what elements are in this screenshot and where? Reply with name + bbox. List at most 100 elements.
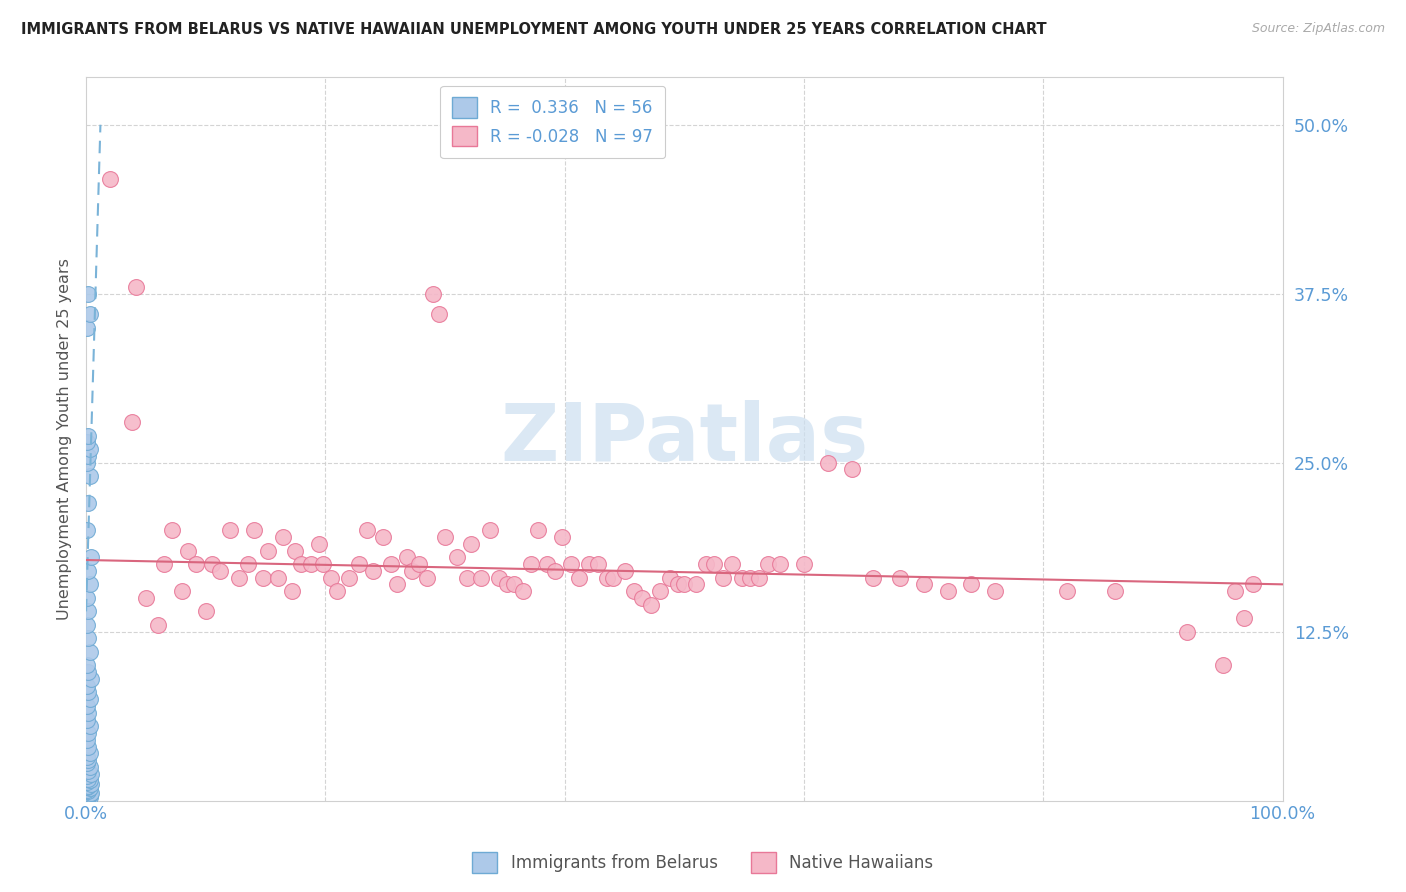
Point xyxy=(76,788,98,802)
Point xyxy=(685,577,707,591)
Point xyxy=(1241,577,1264,591)
Point xyxy=(76,523,98,537)
Y-axis label: Unemployment Among Youth under 25 years: Unemployment Among Youth under 25 years xyxy=(58,258,72,620)
Point xyxy=(236,557,259,571)
Point xyxy=(77,789,100,804)
Point xyxy=(613,564,636,578)
Point xyxy=(841,462,863,476)
Point xyxy=(496,577,519,591)
Point xyxy=(76,782,98,797)
Point xyxy=(889,571,911,585)
Point xyxy=(146,618,169,632)
Legend: R =  0.336   N = 56, R = -0.028   N = 97: R = 0.336 N = 56, R = -0.028 N = 97 xyxy=(440,86,665,158)
Point xyxy=(79,747,101,761)
Point xyxy=(1212,658,1234,673)
Point xyxy=(76,750,98,764)
Point xyxy=(76,698,98,713)
Point xyxy=(427,307,450,321)
Point xyxy=(756,557,779,571)
Point xyxy=(228,571,250,585)
Point xyxy=(551,530,574,544)
Point xyxy=(153,557,176,571)
Point xyxy=(76,713,98,727)
Point xyxy=(135,591,157,605)
Point xyxy=(936,584,959,599)
Point xyxy=(77,779,100,793)
Point xyxy=(77,706,100,720)
Point xyxy=(80,766,103,780)
Point xyxy=(76,679,98,693)
Point xyxy=(77,726,100,740)
Point xyxy=(395,550,418,565)
Point xyxy=(602,571,624,585)
Point xyxy=(79,760,101,774)
Point xyxy=(80,550,103,565)
Point xyxy=(460,537,482,551)
Point xyxy=(201,557,224,571)
Point xyxy=(79,773,101,788)
Point xyxy=(77,685,100,699)
Point xyxy=(284,543,307,558)
Point xyxy=(218,523,240,537)
Point xyxy=(640,598,662,612)
Point xyxy=(984,584,1007,599)
Point xyxy=(80,777,103,791)
Point xyxy=(77,784,100,798)
Text: IMMIGRANTS FROM BELARUS VS NATIVE HAWAIIAN UNEMPLOYMENT AMONG YOUTH UNDER 25 YEA: IMMIGRANTS FROM BELARUS VS NATIVE HAWAII… xyxy=(21,22,1046,37)
Point xyxy=(740,571,762,585)
Point xyxy=(290,557,312,571)
Point xyxy=(98,171,121,186)
Point xyxy=(77,286,100,301)
Point xyxy=(422,286,444,301)
Point xyxy=(666,577,689,591)
Point xyxy=(650,584,672,599)
Point xyxy=(695,557,717,571)
Point xyxy=(1233,611,1256,625)
Point xyxy=(79,781,101,796)
Point xyxy=(299,557,322,571)
Point xyxy=(623,584,645,599)
Point xyxy=(586,557,609,571)
Point xyxy=(769,557,792,571)
Point xyxy=(76,591,98,605)
Point xyxy=(536,557,558,571)
Point xyxy=(434,530,457,544)
Point xyxy=(817,456,839,470)
Point xyxy=(77,665,100,680)
Point xyxy=(76,732,98,747)
Point xyxy=(79,442,101,457)
Point xyxy=(77,632,100,646)
Point xyxy=(520,557,543,571)
Point xyxy=(77,604,100,618)
Point xyxy=(125,280,148,294)
Point xyxy=(703,557,725,571)
Point xyxy=(76,780,98,794)
Point xyxy=(337,571,360,585)
Point xyxy=(209,564,232,578)
Point xyxy=(595,571,617,585)
Point xyxy=(479,523,502,537)
Point xyxy=(79,692,101,706)
Point xyxy=(77,496,100,510)
Point xyxy=(371,530,394,544)
Point xyxy=(326,584,349,599)
Point xyxy=(77,791,100,805)
Point xyxy=(401,564,423,578)
Point xyxy=(747,571,769,585)
Point xyxy=(79,577,101,591)
Point xyxy=(77,564,100,578)
Point xyxy=(361,564,384,578)
Point xyxy=(731,571,754,585)
Point xyxy=(673,577,696,591)
Point xyxy=(560,557,582,571)
Point xyxy=(416,571,439,585)
Text: Source: ZipAtlas.com: Source: ZipAtlas.com xyxy=(1251,22,1385,36)
Point xyxy=(266,571,288,585)
Point xyxy=(76,769,98,783)
Point xyxy=(76,658,98,673)
Point xyxy=(121,415,143,429)
Point xyxy=(79,469,101,483)
Point xyxy=(77,764,100,778)
Point xyxy=(321,571,343,585)
Point xyxy=(356,523,378,537)
